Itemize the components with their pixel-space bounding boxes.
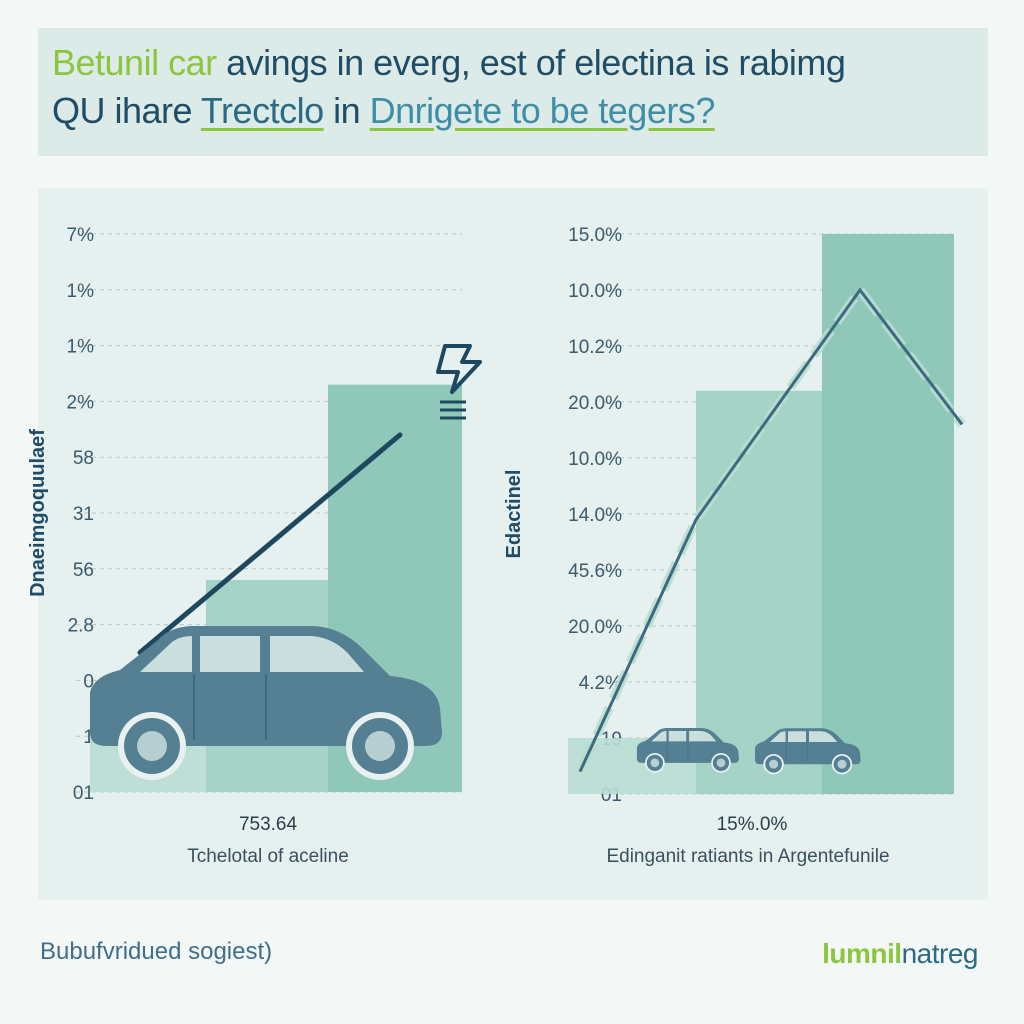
y-tick-label: 4.2% [579, 673, 622, 694]
title-rest: avings in everg, est of electina is rabi… [216, 42, 846, 83]
title-part-1: QU ihare [52, 90, 201, 131]
x-axis-label: Tchelotal of aceline [187, 846, 349, 867]
x-value-label: 15%.0% [717, 814, 788, 835]
brand-accent: lumnil [822, 938, 902, 969]
header-banner [38, 28, 988, 156]
y-tick-label: 20.0% [568, 393, 622, 414]
car-window-front [770, 731, 786, 742]
y-tick-label: 10.0% [568, 449, 622, 470]
y-axis-label: Dnaeimgoquulaef [27, 429, 49, 597]
y-tick-label: 20.0% [568, 617, 622, 638]
lightning-bolt-icon [436, 344, 482, 394]
brand-rest: natreg [901, 938, 979, 969]
y-tick-label: 10.0% [568, 281, 622, 302]
car-wheel-hub [716, 758, 726, 768]
y-tick-label: 2% [67, 392, 95, 413]
car-wheel-hub [365, 731, 395, 761]
car-wheel-hub [769, 759, 779, 769]
title-part-4: Dnrigete to be [369, 90, 599, 131]
car-large-icon [90, 626, 442, 780]
car-window-front [140, 636, 192, 672]
y-tick-label: 7% [67, 225, 95, 246]
title-part-5: tegers? [598, 90, 715, 131]
car-window-front [651, 730, 667, 742]
title-part-2: Trectclo [200, 90, 324, 131]
y-tick-label: 10.2% [568, 337, 622, 358]
trend-line [578, 287, 964, 773]
y-axis-label: Edactinel [503, 470, 525, 559]
chart-2: 15.0% 10.0% 10.2% 20.0% 10.0% 14.0% 45.6% 20.0%… [503, 225, 966, 867]
car-window-mid [200, 636, 260, 672]
y-tick-label: 58 [73, 448, 94, 469]
x-value-label: 753.64 [239, 814, 298, 835]
car-wheel-hub [650, 758, 660, 768]
title-accent: Betunil car [52, 42, 217, 83]
car-window-rear [809, 731, 838, 742]
y-tick-label: 31 [73, 504, 94, 525]
car-wheel-hub [837, 759, 847, 769]
title-line-2: QU ihare Trectclo in Dnrigete to be tege… [52, 90, 715, 132]
y-tick-label: 45.6% [568, 561, 622, 582]
y-tick-label: 1% [67, 337, 95, 358]
bar-B [696, 390, 822, 794]
chart-1: 7%1%1%2%5831562.80101Dnaeimgoquulaef753.… [27, 225, 482, 867]
y-tick-label: 0 [83, 671, 94, 692]
footer-source: Bubufvridued sogiest) [40, 938, 273, 965]
car-wheel-hub [137, 731, 167, 761]
car-window-mid [668, 730, 687, 742]
y-tick-label: 01 [73, 783, 94, 804]
car-window-rear [270, 636, 364, 672]
title-line-1: Betunil car avings in everg, est of elec… [52, 42, 846, 84]
y-tick-label: 2.8 [68, 616, 94, 637]
car-small-icon [755, 728, 861, 775]
y-tick-label: 14.0% [568, 505, 622, 526]
car-window-mid [788, 731, 806, 742]
x-axis-label: Edinganit ratiants in Argentefunile [606, 846, 889, 867]
footer-brand-logo: lumnilnatreg [822, 938, 978, 970]
y-tick-label: 1 [83, 727, 94, 748]
title-part-3: in [323, 90, 370, 131]
car-small-icon [636, 728, 739, 773]
y-tick-label: 1% [67, 281, 95, 302]
trend-line [137, 432, 403, 655]
y-tick-label: 56 [73, 560, 94, 581]
y-tick-label: 15.0% [568, 225, 622, 246]
car-window-rear [689, 730, 717, 742]
